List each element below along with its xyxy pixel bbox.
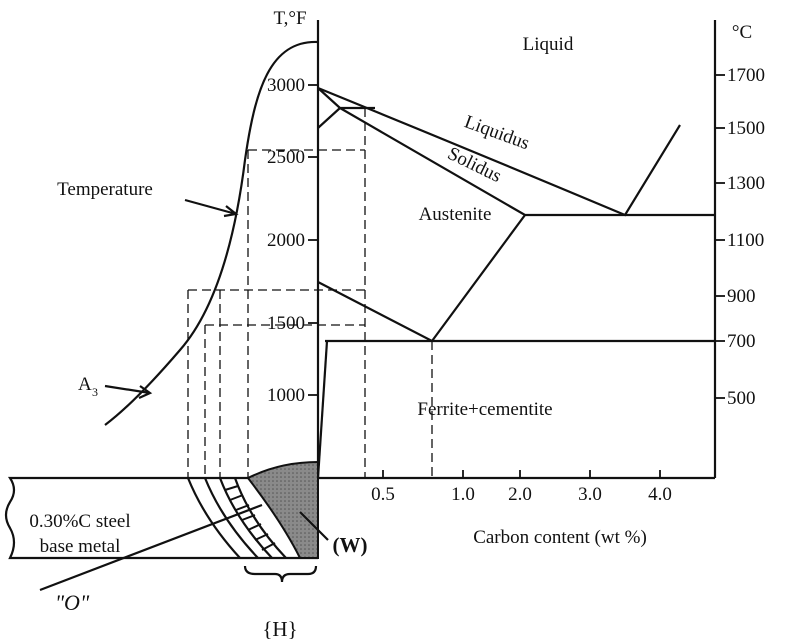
- left-tick-label: 2000: [267, 230, 305, 251]
- x-tick-label: 3.0: [578, 484, 602, 505]
- annotation: base metal: [40, 536, 121, 557]
- region-label: Ferrite+cementite: [417, 399, 552, 420]
- annotation: 0.30%C steel: [29, 511, 130, 532]
- right-axis-label: °C: [732, 22, 752, 43]
- left-tick-label: 1000: [267, 385, 305, 406]
- right-tick-label: 900: [727, 286, 756, 307]
- right-tick-label: 1300: [727, 173, 765, 194]
- solidus-line: [318, 88, 715, 215]
- left-tick-label: 1500: [267, 313, 305, 334]
- right-tick-label: 500: [727, 388, 756, 409]
- curve-label: Liquidus: [462, 111, 533, 154]
- x-tick-label: 1.0: [451, 484, 475, 505]
- haz-brace: [245, 566, 316, 582]
- dashed-lines: [188, 108, 432, 478]
- region-label: Liquid: [523, 34, 574, 55]
- x-tick-label: 0.5: [371, 484, 395, 505]
- annotation: (W): [333, 533, 368, 557]
- left-axis-label: T,°F: [273, 8, 306, 29]
- phase-lines: [105, 42, 715, 478]
- annotation: {H}: [262, 617, 297, 641]
- region-label: Austenite: [419, 204, 492, 225]
- x-axis-label: Carbon content (wt %): [473, 527, 647, 548]
- annotation: 3: [92, 385, 98, 399]
- left-tick-label: 3000: [267, 75, 305, 96]
- annotation: Temperature: [57, 179, 153, 200]
- axis-line: [318, 341, 327, 478]
- right-tick-label: 1100: [727, 230, 764, 251]
- annotation: A: [78, 374, 92, 395]
- arrow: [105, 386, 150, 398]
- right-tick-label: 700: [727, 331, 756, 352]
- annotation: "O": [55, 590, 90, 615]
- left-tick-label: 2500: [267, 147, 305, 168]
- right-tick-label: 1500: [727, 118, 765, 139]
- curve-label: Solidus: [444, 143, 504, 187]
- diagram: 3000 2500 2000 1500 1000 1700 1500 1300 1100 900 7…: [0, 0, 786, 644]
- transformation-lines: [318, 215, 715, 341]
- x-tick-label: 2.0: [508, 484, 532, 505]
- arrow: [185, 200, 236, 216]
- right-tick-label: 1700: [727, 65, 765, 86]
- x-tick-label: 4.0: [648, 484, 672, 505]
